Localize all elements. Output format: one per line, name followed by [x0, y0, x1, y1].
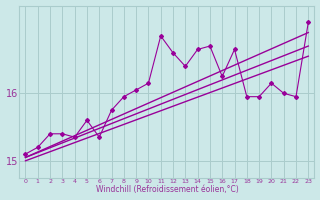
X-axis label: Windchill (Refroidissement éolien,°C): Windchill (Refroidissement éolien,°C)	[95, 185, 238, 194]
